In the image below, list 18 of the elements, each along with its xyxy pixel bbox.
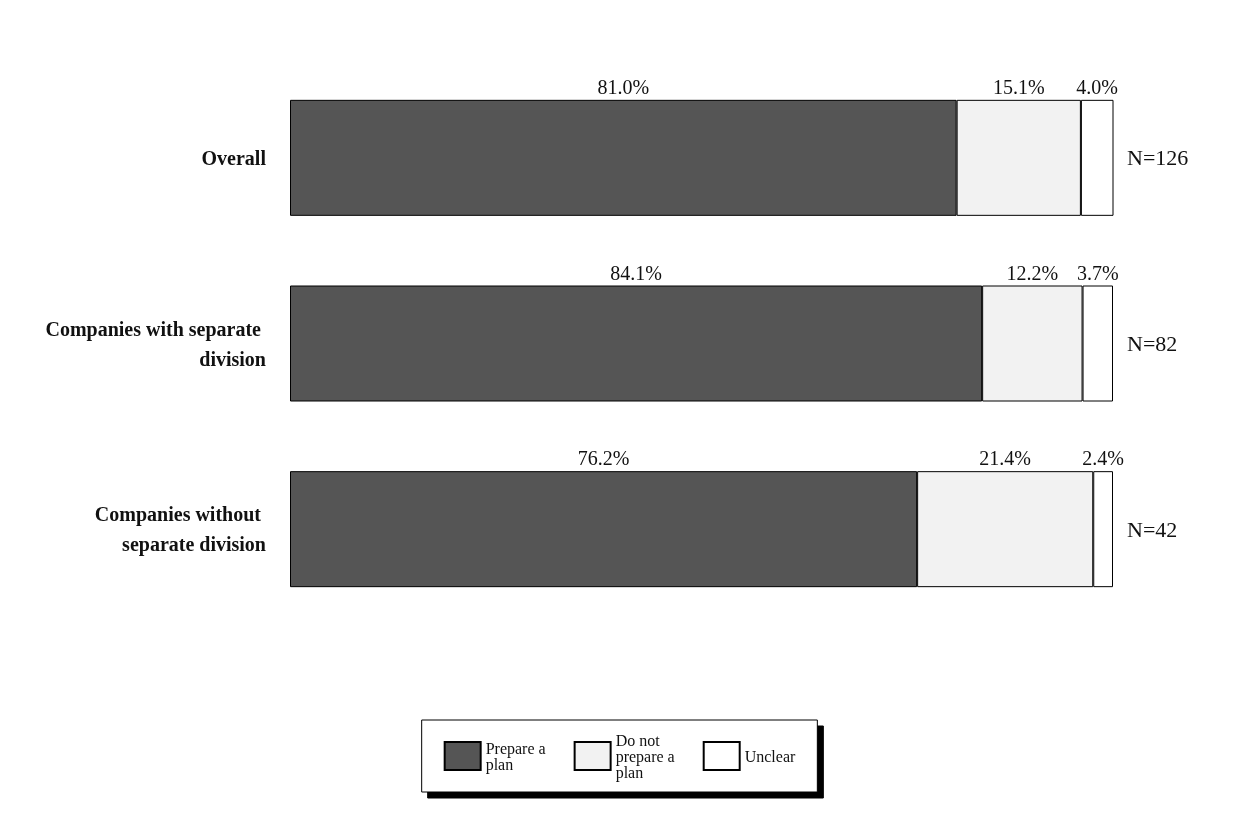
legend-label: Prepare a plan — [485, 739, 550, 774]
data-label: 76.2% — [577, 447, 630, 470]
data-label: 15.1% — [992, 75, 1045, 98]
legend-label: Do not prepare a plan — [615, 731, 679, 782]
text: N=126 — [1127, 145, 1189, 171]
data-label: 4.0% — [1076, 75, 1119, 98]
text: N=82 — [1127, 331, 1178, 356]
data-label: 21.4% — [979, 447, 1032, 470]
y-tick-label: Companies with separate division — [45, 317, 266, 370]
data-label: 81.0% — [597, 75, 650, 98]
text: N=42 — [1127, 516, 1178, 542]
data-label: 3.7% — [1076, 261, 1119, 284]
data-label: 12.2% — [1006, 261, 1059, 284]
data-label: 2.4% — [1082, 447, 1124, 470]
legend-label: Unclear — [744, 747, 796, 765]
y-tick-label: Overall — [201, 146, 267, 169]
data-label: 84.1% — [610, 261, 662, 284]
y-tick-label: Companies without separate division — [94, 503, 266, 557]
